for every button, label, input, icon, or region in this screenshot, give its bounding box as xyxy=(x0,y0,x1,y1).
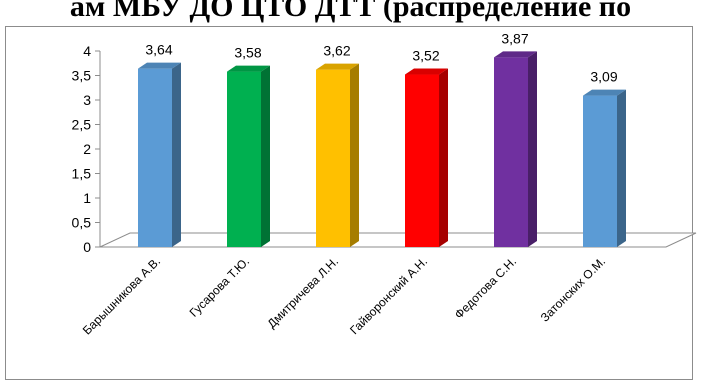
y-tick-label: 1,5 xyxy=(72,166,92,182)
y-tick-label: 3 xyxy=(83,92,91,108)
bar xyxy=(227,71,261,247)
bar xyxy=(138,68,172,247)
y-tick-label: 0,5 xyxy=(72,215,92,231)
bar-top xyxy=(494,51,537,58)
bar-side xyxy=(172,62,181,247)
data-label: 3,62 xyxy=(323,43,350,59)
bar-top xyxy=(316,63,359,70)
data-label: 3,52 xyxy=(412,48,439,64)
category-label: Барышникова А.В. xyxy=(80,254,163,337)
bar-side xyxy=(350,63,359,248)
bar xyxy=(316,69,350,248)
category-label: Федотова С.Н. xyxy=(452,254,519,321)
bar-top xyxy=(405,68,448,75)
bar-top xyxy=(583,89,626,96)
category-label: Гайворонский А.Н. xyxy=(347,254,430,337)
bar-side xyxy=(617,89,626,247)
category-label: Гусарова Т.Ю. xyxy=(187,254,252,319)
y-tick-label: 2 xyxy=(83,141,91,157)
bar-side xyxy=(261,65,270,247)
category-label: Затонских О.М. xyxy=(538,254,608,324)
data-label: 3,87 xyxy=(501,30,528,46)
bar-top xyxy=(138,62,181,69)
bar xyxy=(583,95,617,247)
bar-side xyxy=(439,68,448,248)
bar-top xyxy=(227,65,270,72)
y-tick-label: 3,5 xyxy=(72,68,92,84)
data-label: 3,64 xyxy=(145,42,172,58)
bar xyxy=(405,74,439,248)
page-title: ам МБУ ДО ЦТО ДТТ (распределение по xyxy=(69,0,632,23)
data-label: 3,09 xyxy=(590,69,617,85)
bar-side xyxy=(528,51,537,248)
y-tick-label: 4 xyxy=(83,43,91,59)
bar xyxy=(494,57,528,248)
y-tick-label: 2,5 xyxy=(72,117,92,133)
y-tick-label: 0 xyxy=(83,239,91,255)
y-tick-label: 1 xyxy=(83,190,91,206)
category-label: Дмитричева Л.Н. xyxy=(265,254,342,331)
data-label: 3,58 xyxy=(234,45,261,61)
